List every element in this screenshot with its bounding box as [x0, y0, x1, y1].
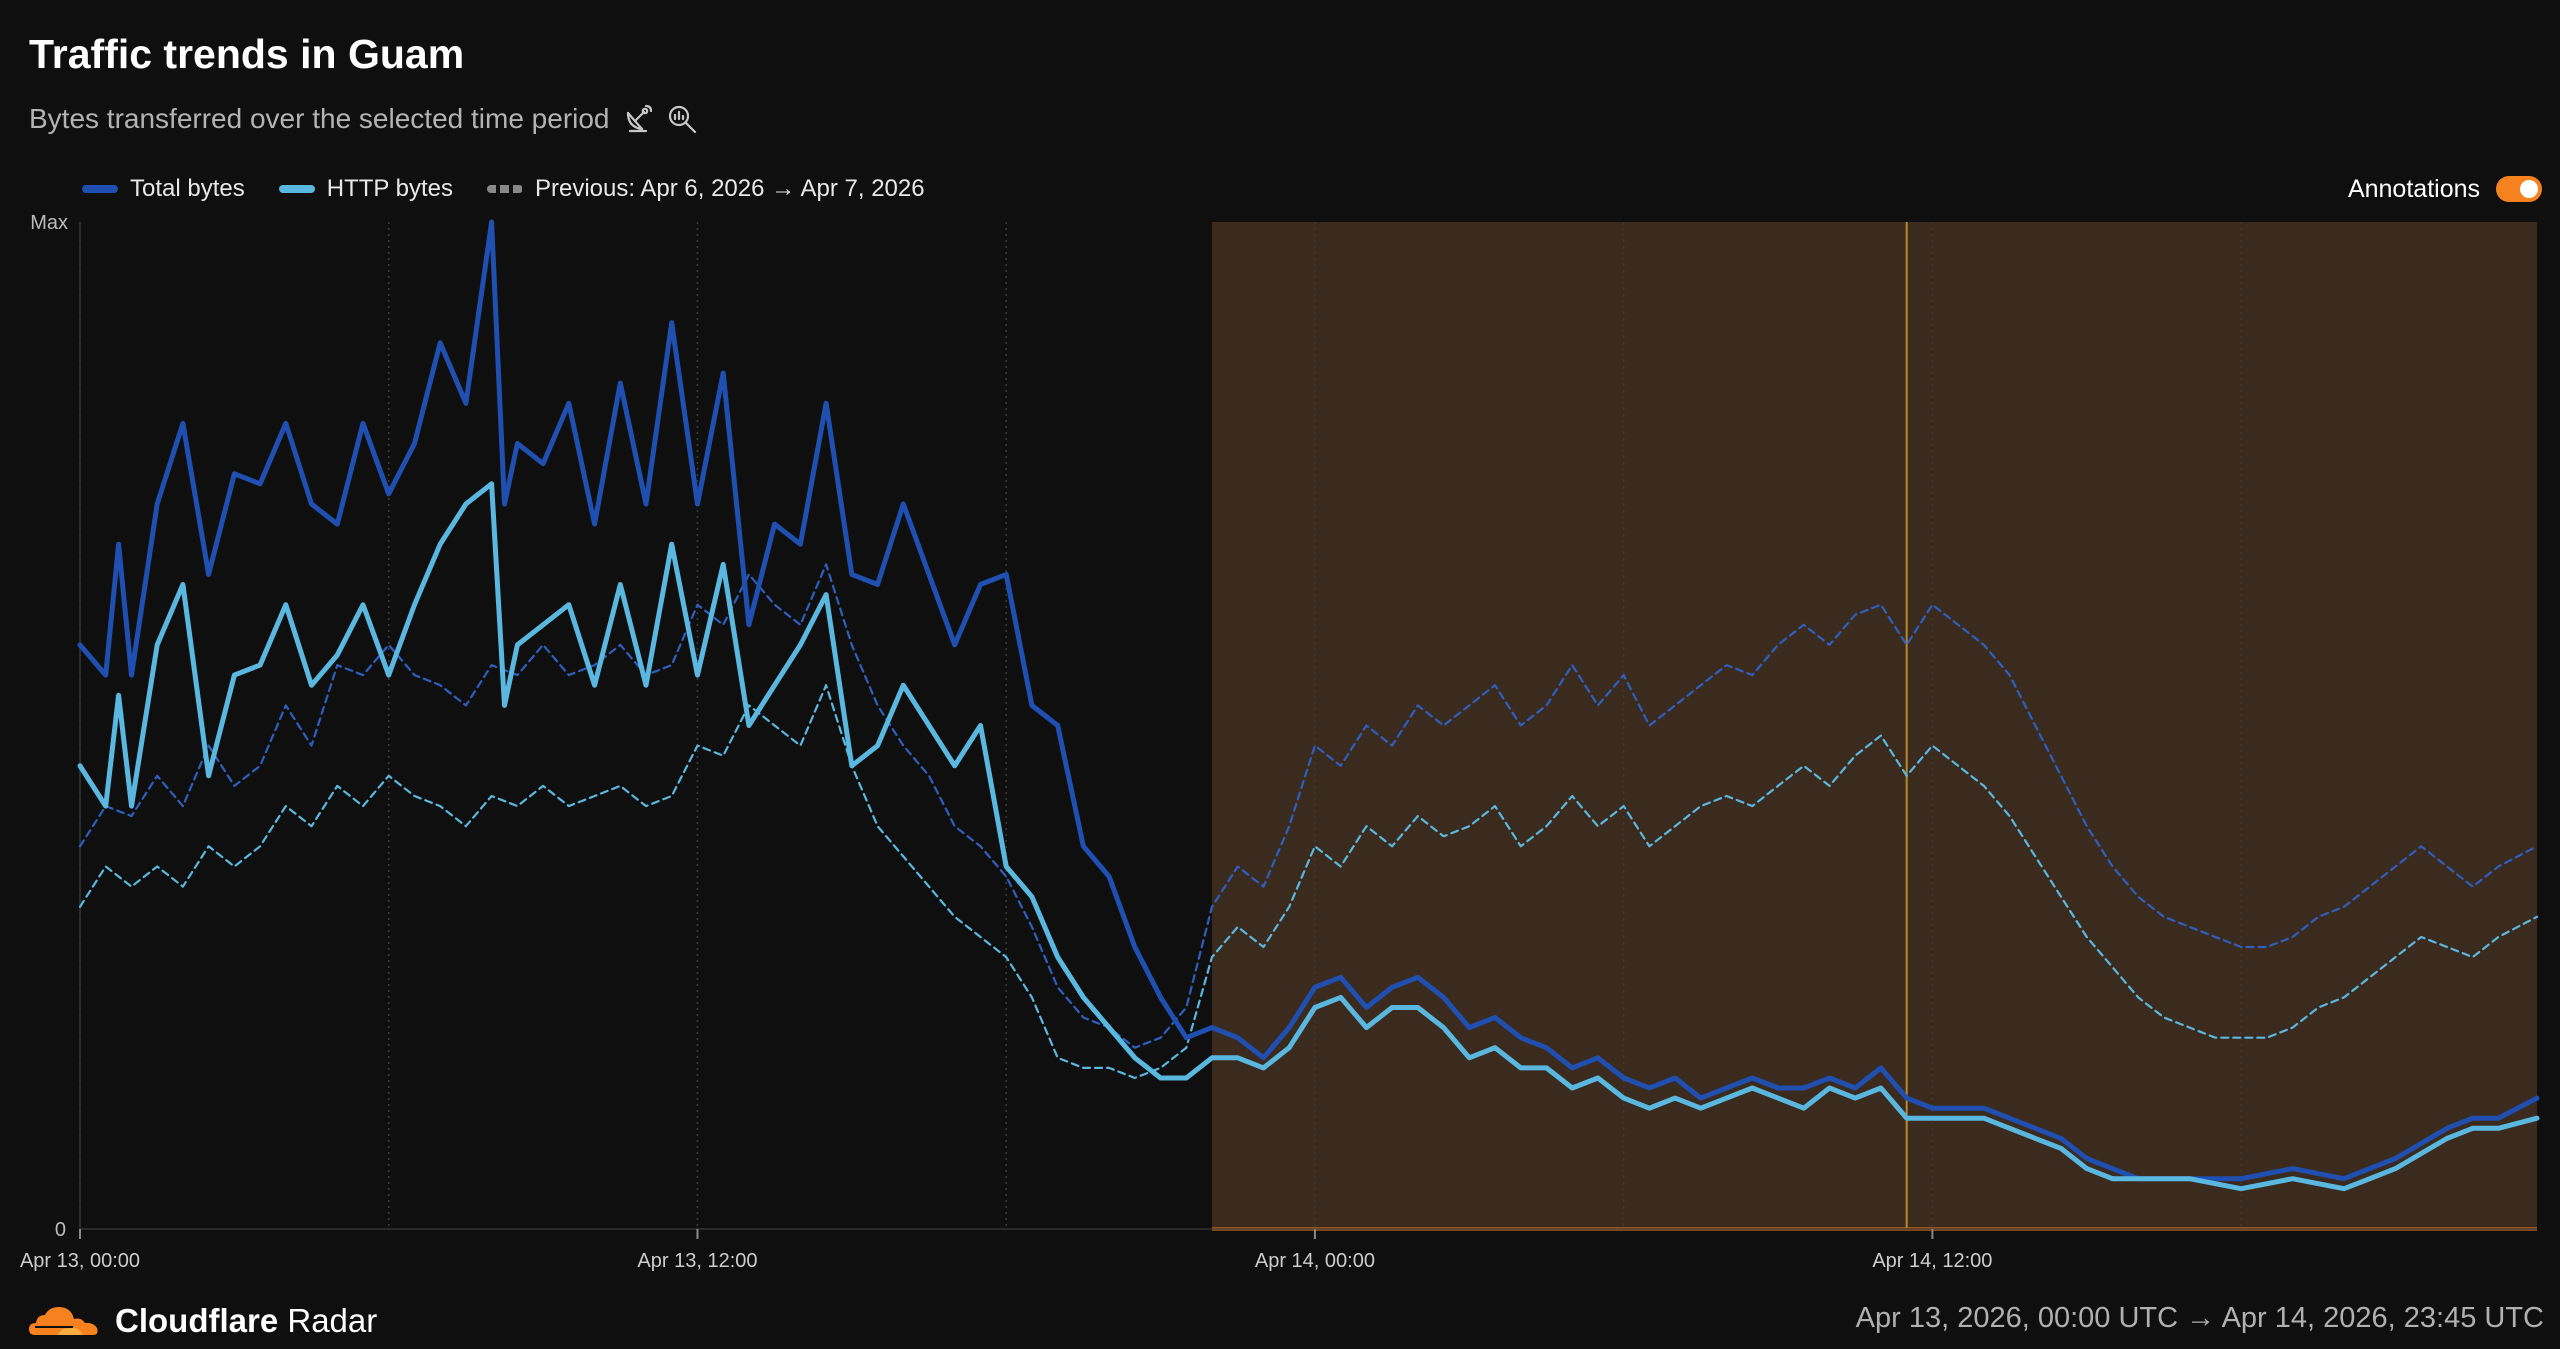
brand-name-bold: Cloudflare: [115, 1302, 279, 1339]
chart-legend: Total bytes HTTP bytes Previous: Apr 6, …: [82, 172, 925, 206]
date-range-label: Apr 13, 2026, 00:00 UTC → Apr 14, 2026, …: [1855, 1302, 2544, 1334]
satellite-dish-icon[interactable]: [622, 103, 654, 135]
annotations-control: Annotations: [2348, 172, 2542, 206]
legend-label: HTTP bytes: [326, 175, 453, 202]
brand-name-rest: Radar: [278, 1302, 378, 1339]
legend-swatch-http: [278, 185, 315, 193]
cloudflare-logo-icon: [29, 1307, 98, 1335]
x-tick-label: Apr 13, 12:00: [637, 1250, 757, 1272]
legend-swatch-previous: [487, 185, 523, 193]
legend-swatch-total: [82, 185, 118, 193]
y-tick-label-max: Max: [30, 212, 68, 234]
legend-item-total-bytes[interactable]: Total bytes: [82, 175, 245, 203]
annotations-toggle[interactable]: [2496, 176, 2542, 202]
x-tick-label: Apr 14, 00:00: [1255, 1250, 1375, 1272]
legend-label: Total bytes: [130, 175, 245, 202]
x-tick-label: Apr 13, 00:00: [20, 1250, 140, 1272]
legend-item-http-bytes[interactable]: HTTP bytes: [278, 175, 453, 203]
legend-item-previous[interactable]: Previous: Apr 6, 2026 → Apr 7, 2026: [487, 175, 925, 203]
x-tick-label: Apr 14, 12:00: [1872, 1250, 1992, 1272]
annotation-region: [1212, 222, 2537, 1229]
series-line-total-bytes-previous: [78, 563, 2539, 1049]
series-line-total-bytes: [77, 219, 2540, 1182]
subtitle-row: Bytes transferred over the selected time…: [29, 102, 698, 136]
chart-subtitle: Bytes transferred over the selected time…: [29, 103, 610, 134]
brand-name: Cloudflare Radar: [115, 1302, 377, 1340]
series-line-http-bytes-previous: [78, 684, 2539, 1080]
zoom-chart-icon[interactable]: [666, 103, 698, 135]
traffic-chart: Max 0 Apr 13, 00:00 Apr 13, 12:00 Apr 14, 00…: [20, 212, 2540, 1272]
page-title: Traffic trends in Guam: [29, 31, 465, 77]
annotations-label: Annotations: [2347, 174, 2480, 203]
brand-logo[interactable]: Cloudflare Radar: [27, 1296, 377, 1346]
legend-label: Previous: Apr 6, 2026 → Apr 7, 2026: [535, 175, 925, 202]
y-tick-label-zero: 0: [55, 1219, 66, 1241]
series-line-http-bytes: [77, 481, 2540, 1192]
